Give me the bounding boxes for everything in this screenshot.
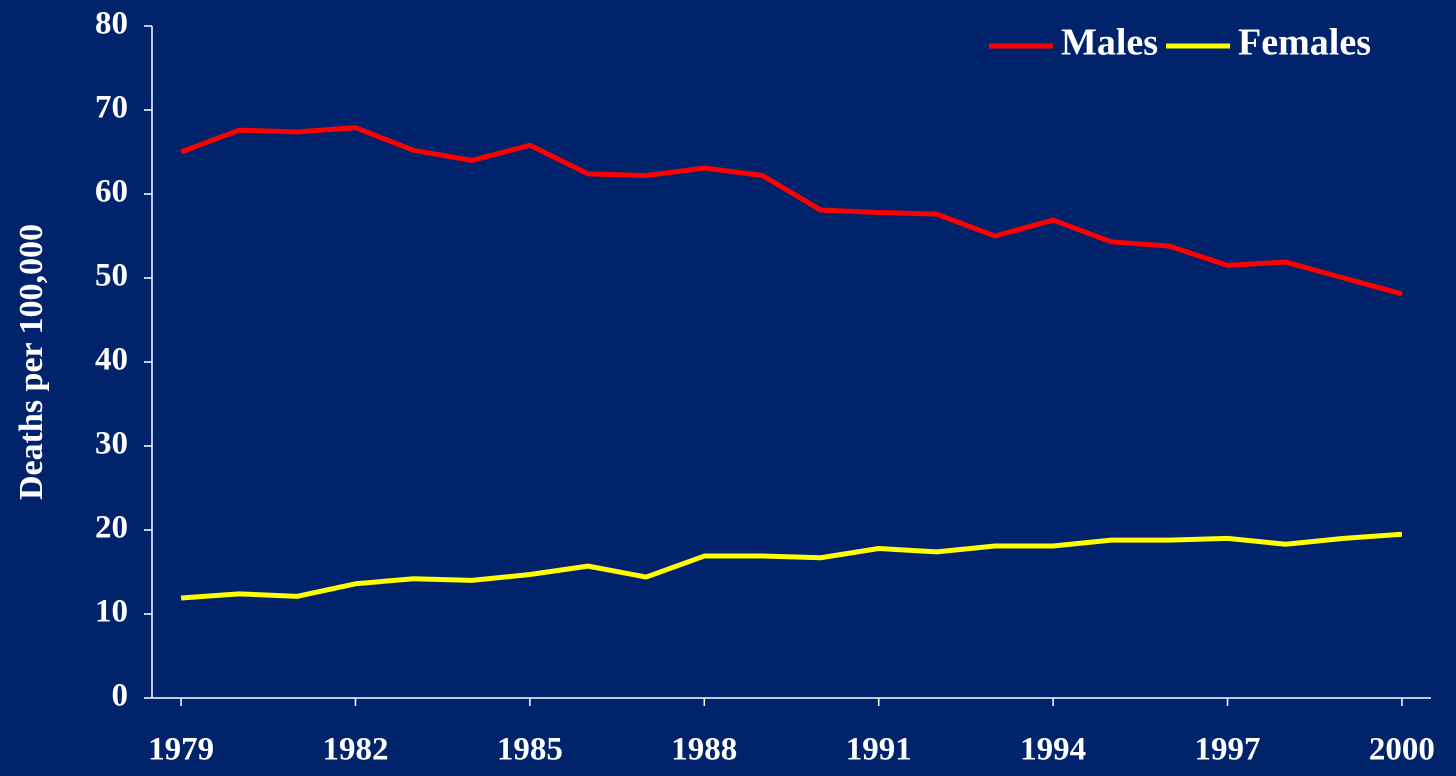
x-tick-label: 1991 — [846, 732, 912, 768]
y-tick-label: 20 — [95, 510, 128, 546]
y-tick-label: 30 — [95, 426, 128, 462]
y-tick-label: 50 — [95, 258, 128, 294]
legend-label: Females — [1238, 22, 1371, 64]
y-tick-label: 70 — [95, 90, 128, 126]
y-tick-label: 60 — [95, 174, 128, 210]
x-tick-label: 2000 — [1369, 732, 1435, 768]
y-tick-label: 0 — [112, 678, 129, 714]
x-tick-label: 1994 — [1020, 732, 1086, 768]
x-tick-label: 1997 — [1195, 732, 1261, 768]
x-tick-label: 1979 — [148, 732, 214, 768]
y-tick-label: 10 — [95, 594, 128, 630]
y-tick-label: 80 — [95, 6, 128, 42]
y-axis-title: Deaths per 100,000 — [13, 224, 50, 500]
line-series — [180, 125, 1403, 297]
x-tick-label: 1988 — [671, 732, 737, 768]
x-tick-label: 1985 — [497, 732, 563, 768]
x-tick-label: 1982 — [322, 732, 388, 768]
line-series — [180, 531, 1403, 601]
legend-label: Males — [1061, 22, 1158, 64]
y-tick-label: 40 — [95, 342, 128, 378]
